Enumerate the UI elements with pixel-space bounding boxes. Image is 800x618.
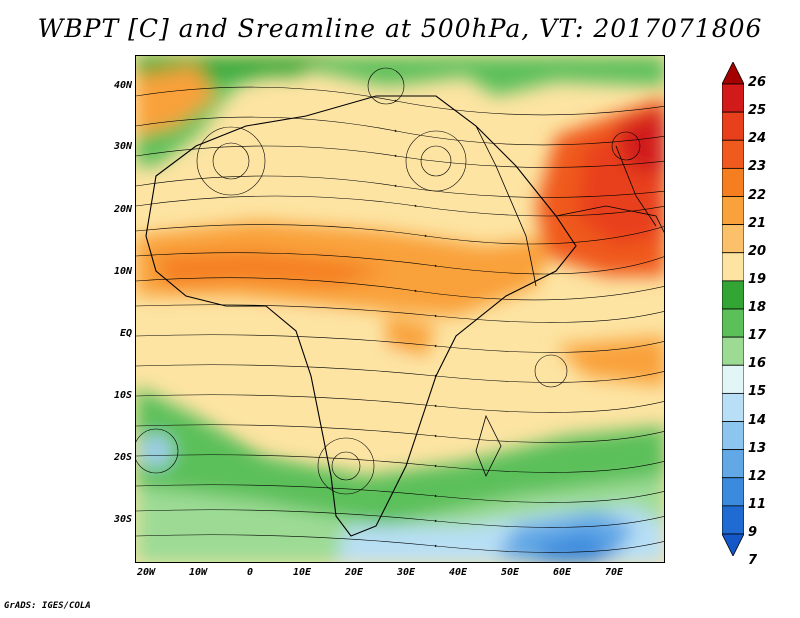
lon-label: 60E [552, 567, 572, 578]
colorbar-label: 19 [748, 271, 767, 287]
colorbar-segment [722, 421, 744, 451]
colorbar-cap-bottom [722, 533, 744, 556]
colorbar-segment [722, 167, 744, 197]
colorbar-segment [722, 477, 744, 507]
lon-label: 20E [344, 567, 364, 578]
lon-label: 20W [136, 567, 156, 578]
lat-label: EQ [119, 328, 132, 339]
lat-label: 20S [113, 452, 132, 463]
colorbar [722, 62, 744, 556]
colorbar-segment [722, 336, 744, 366]
colorbar-label: 25 [748, 103, 767, 119]
colorbar-segment [722, 392, 744, 422]
lat-label: 10N [113, 266, 132, 277]
lon-label: 40E [448, 567, 468, 578]
lon-label: 0 [246, 567, 254, 578]
colorbar-segment [722, 83, 744, 113]
colorbar-label: 13 [748, 440, 767, 456]
lat-label: 10S [113, 390, 132, 401]
colorbar-label: 7 [748, 553, 758, 569]
colorbar-label: 15 [748, 384, 767, 400]
lon-label: 10W [188, 567, 208, 578]
colorbar-segment [722, 224, 744, 254]
lon-label: 70E [604, 567, 624, 578]
colorbar-segment [722, 280, 744, 310]
colorbar-segment [722, 196, 744, 226]
colorbar-label: 17 [748, 328, 767, 344]
colorbar-segment [722, 111, 744, 141]
colorbar-label: 22 [748, 187, 767, 203]
lon-label: 10E [292, 567, 312, 578]
lat-label: 20N [113, 204, 132, 215]
wbpt-field [136, 56, 664, 562]
colorbar-segment [722, 139, 744, 169]
lat-label: 40N [113, 80, 132, 91]
colorbar-label: 14 [748, 412, 767, 428]
lon-label: 30E [396, 567, 416, 578]
lon-label: 50E [500, 567, 520, 578]
map-title: WBPT [C] and Sreamline at 500hPa, VT: 20… [37, 14, 763, 43]
colorbar-label: 23 [748, 159, 767, 175]
colorbar-label: 16 [748, 356, 767, 372]
colorbar-label: 12 [748, 468, 767, 484]
colorbar-label: 26 [748, 75, 767, 90]
colorbar-segment [722, 449, 744, 479]
colorbar-label: 21 [748, 215, 767, 231]
colorbar-segment [722, 308, 744, 338]
colorbar-label: 9 [748, 525, 758, 540]
colorbar-label: 24 [748, 131, 767, 147]
lat-label: 30S [113, 514, 132, 525]
weather-map [135, 55, 665, 563]
colorbar-cap-top [722, 62, 744, 85]
credit-text: GrADS: IGES/COLA [4, 601, 91, 611]
colorbar-label: 20 [748, 243, 767, 259]
colorbar-segment [722, 364, 744, 394]
coastline [145, 95, 577, 537]
colorbar-label: 11 [748, 496, 767, 512]
colorbar-segment [722, 252, 744, 282]
lat-label: 30N [113, 141, 132, 152]
colorbar-label: 18 [748, 300, 767, 315]
colorbar-segment [722, 505, 744, 535]
